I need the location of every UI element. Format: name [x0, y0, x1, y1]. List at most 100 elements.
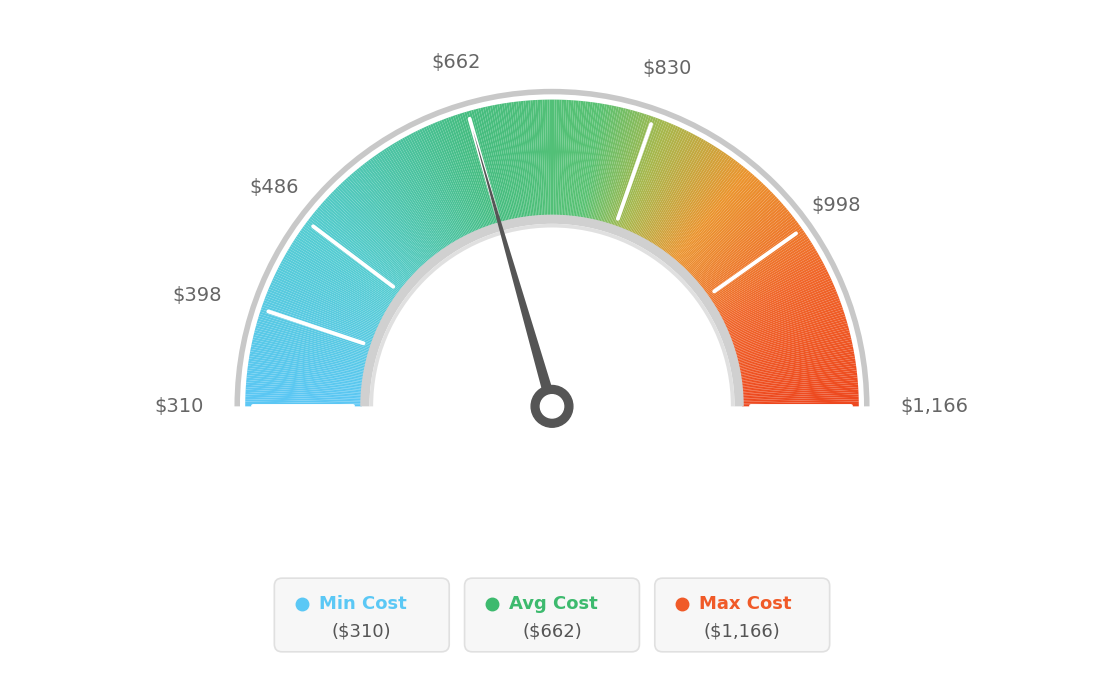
Wedge shape [739, 344, 853, 369]
Wedge shape [586, 105, 609, 219]
Wedge shape [311, 215, 404, 288]
Wedge shape [555, 99, 560, 216]
Wedge shape [740, 361, 856, 380]
Wedge shape [301, 228, 397, 297]
Wedge shape [700, 213, 792, 288]
Wedge shape [724, 278, 831, 328]
Wedge shape [247, 366, 363, 382]
Wedge shape [582, 104, 603, 219]
Wedge shape [314, 211, 405, 286]
Wedge shape [370, 158, 440, 253]
Wedge shape [359, 167, 433, 259]
Wedge shape [290, 244, 391, 307]
Wedge shape [736, 333, 850, 362]
Wedge shape [442, 119, 485, 229]
Wedge shape [742, 387, 858, 396]
Wedge shape [245, 402, 362, 405]
Wedge shape [521, 101, 534, 217]
Wedge shape [431, 124, 478, 232]
Wedge shape [461, 112, 498, 224]
Wedge shape [342, 181, 423, 268]
Wedge shape [699, 211, 790, 286]
Wedge shape [669, 164, 742, 257]
Wedge shape [349, 175, 427, 264]
Wedge shape [373, 155, 443, 252]
Wedge shape [556, 99, 562, 216]
Wedge shape [327, 197, 413, 277]
Wedge shape [715, 250, 817, 310]
Wedge shape [723, 271, 829, 324]
Wedge shape [726, 282, 834, 331]
Wedge shape [245, 404, 362, 406]
Wedge shape [246, 377, 362, 390]
Wedge shape [299, 230, 396, 298]
Wedge shape [666, 161, 739, 255]
Wedge shape [394, 142, 455, 244]
Wedge shape [293, 240, 392, 304]
Wedge shape [654, 148, 719, 246]
Wedge shape [633, 129, 684, 235]
Wedge shape [254, 333, 368, 362]
Wedge shape [319, 206, 408, 283]
Wedge shape [276, 269, 382, 323]
Wedge shape [583, 104, 605, 219]
Wedge shape [724, 276, 830, 327]
Circle shape [540, 395, 564, 418]
Wedge shape [278, 265, 383, 320]
Wedge shape [331, 191, 416, 274]
Wedge shape [258, 314, 371, 351]
Wedge shape [353, 172, 429, 262]
Wedge shape [658, 151, 724, 249]
Wedge shape [444, 119, 486, 228]
Wedge shape [548, 99, 551, 216]
Wedge shape [732, 307, 843, 346]
Wedge shape [348, 176, 426, 265]
Wedge shape [275, 271, 381, 324]
Wedge shape [277, 267, 382, 322]
Wedge shape [637, 132, 691, 237]
Wedge shape [291, 242, 392, 306]
Wedge shape [325, 198, 412, 278]
Wedge shape [267, 291, 375, 336]
Wedge shape [694, 204, 784, 282]
Wedge shape [259, 312, 371, 349]
Wedge shape [737, 342, 852, 368]
Wedge shape [737, 339, 852, 366]
Wedge shape [560, 100, 566, 217]
Wedge shape [696, 206, 785, 283]
Wedge shape [730, 295, 839, 339]
Wedge shape [730, 298, 840, 341]
Wedge shape [741, 368, 857, 384]
Wedge shape [716, 253, 818, 312]
Wedge shape [234, 89, 870, 406]
Wedge shape [742, 377, 858, 390]
Wedge shape [533, 100, 542, 217]
Wedge shape [370, 224, 734, 406]
Wedge shape [606, 112, 643, 224]
Wedge shape [693, 201, 782, 281]
Wedge shape [544, 99, 549, 216]
Wedge shape [741, 366, 857, 382]
Wedge shape [626, 124, 673, 232]
Wedge shape [736, 330, 850, 360]
Wedge shape [691, 197, 777, 277]
Wedge shape [250, 353, 364, 375]
Wedge shape [712, 240, 811, 304]
Wedge shape [679, 178, 758, 266]
Wedge shape [360, 166, 434, 258]
Wedge shape [245, 392, 362, 399]
Wedge shape [629, 126, 678, 233]
Wedge shape [683, 184, 765, 270]
Wedge shape [322, 201, 411, 281]
Wedge shape [312, 213, 404, 288]
Wedge shape [601, 110, 633, 223]
Wedge shape [625, 123, 671, 231]
Wedge shape [728, 287, 836, 333]
Wedge shape [613, 115, 651, 226]
Wedge shape [248, 358, 364, 378]
Wedge shape [428, 125, 477, 233]
Wedge shape [655, 148, 721, 248]
Wedge shape [499, 104, 521, 219]
Wedge shape [368, 159, 439, 254]
Text: $398: $398 [172, 286, 222, 306]
